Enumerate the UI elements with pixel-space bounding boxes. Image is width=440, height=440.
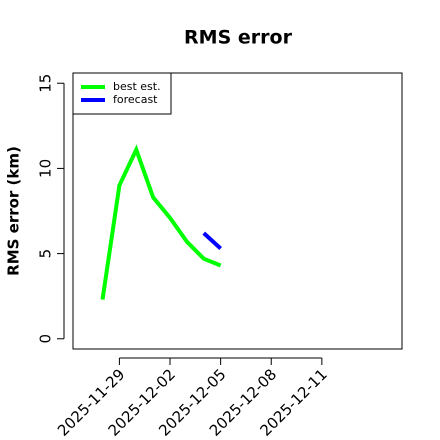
series-line	[100, 144, 222, 300]
y-tick-label: 0	[37, 334, 55, 344]
y-tick-label: 5	[37, 249, 55, 259]
legend-box	[72, 72, 172, 115]
plot-frame	[72, 72, 403, 350]
y-axis-label: RMS error (km)	[5, 146, 23, 276]
legend-label: forecast	[113, 93, 158, 106]
y-tick-label: 15	[37, 74, 55, 93]
series-line	[202, 231, 222, 250]
y-tick-label: 10	[37, 159, 55, 178]
legend-label: best est.	[113, 80, 161, 93]
chart-title: RMS error	[184, 27, 293, 49]
